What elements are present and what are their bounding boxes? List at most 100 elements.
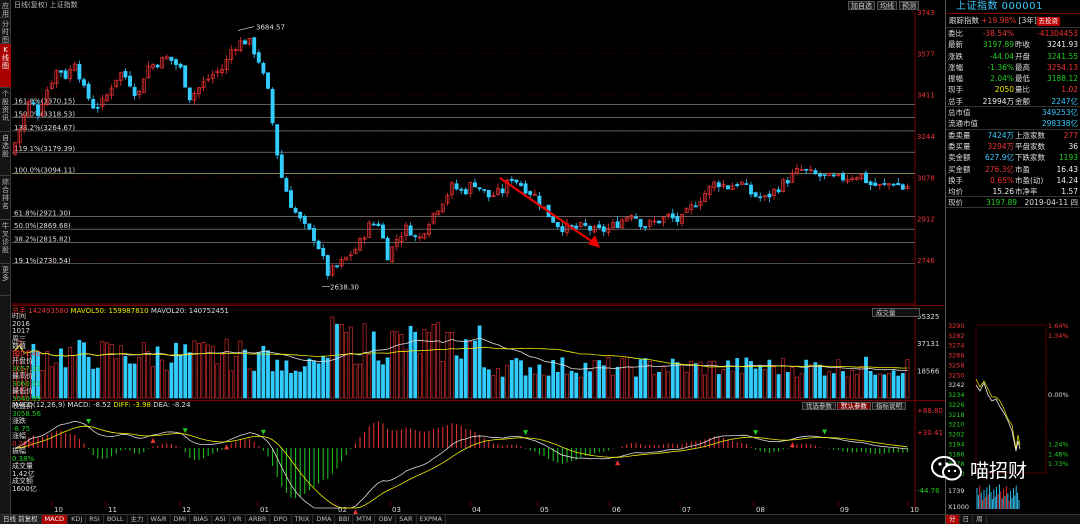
mini-left-label: 3242: [948, 381, 965, 389]
candle-body: [486, 189, 491, 198]
indicator-tab-sar[interactable]: SAR: [396, 515, 417, 524]
quote-value: 1193: [1058, 153, 1078, 163]
indicator-tab-rsi[interactable]: RSI: [86, 515, 104, 524]
indicator-tab-dmi[interactable]: DMI: [171, 515, 191, 524]
candle-body: [827, 172, 832, 177]
fib-label: 119.1%(3179.39): [14, 145, 75, 153]
candle-body: [394, 239, 399, 247]
volume-bar: [790, 366, 795, 399]
volume-bar: [390, 330, 395, 399]
sidebar-tab-5[interactable]: 综合排名: [0, 176, 11, 220]
forecast-button[interactable]: 预测: [899, 1, 919, 10]
candle-body: [321, 248, 326, 257]
volume-bar: [597, 360, 602, 399]
candle-body: [22, 114, 27, 130]
candle-body: [643, 226, 648, 229]
candle-body: [836, 174, 841, 176]
volume-indicator-select[interactable]: 成交量: [872, 308, 920, 317]
macd-header: MACD(12,26,9) MACD: -8.52 DIFF: -3.98 DE…: [12, 400, 945, 410]
sidebar-tab-3[interactable]: 个股资讯: [0, 88, 11, 132]
sidebar-tab-7[interactable]: 更多: [0, 264, 11, 296]
indicator-tab-vr[interactable]: VR: [230, 515, 246, 524]
volume-bar: [95, 367, 100, 399]
default-params-button[interactable]: 默认参数: [837, 402, 871, 410]
volume-bar: [427, 332, 431, 399]
indicator-tab-bbi[interactable]: BBI: [335, 515, 354, 524]
optimal-params-button[interactable]: 优选参数: [802, 402, 836, 410]
arrow-shaft: [499, 177, 595, 244]
volume-bar: [739, 372, 744, 399]
volume-bar: [289, 372, 293, 399]
indicator-tab-arbr[interactable]: ARBR: [246, 515, 271, 524]
indicator-tab-expma[interactable]: EXPMA: [417, 515, 447, 524]
quote-label: 委卖量: [948, 130, 971, 140]
indicator-help-button[interactable]: 指标说明: [872, 402, 906, 410]
volume-bar: [519, 360, 523, 399]
volume-bar: [528, 367, 533, 399]
indicator-tab--[interactable]: 日线 前复权: [0, 515, 42, 524]
candle-body: [698, 201, 703, 206]
volume-bar: [422, 329, 427, 399]
quote-label: 昨收: [1015, 40, 1030, 50]
volume-total: 总手 142493580: [12, 307, 69, 315]
indicator-tab-dpo[interactable]: DPO: [270, 515, 292, 524]
volume-bar: [261, 345, 266, 399]
sidebar-tab-0[interactable]: 应用: [0, 2, 11, 18]
indicator-tab-asi[interactable]: ASI: [212, 515, 230, 524]
indicator-tab-bias[interactable]: BIAS: [190, 515, 213, 524]
candle-body: [31, 102, 36, 105]
quote-label: 现手: [948, 85, 963, 95]
ma-button[interactable]: 均线: [877, 1, 897, 10]
indicator-tab-obv[interactable]: OBV: [375, 515, 397, 524]
volume-bar: [91, 368, 96, 399]
volume-bar: [344, 331, 349, 399]
indicator-tab-trix[interactable]: TRIX: [292, 515, 314, 524]
candle-body: [422, 233, 427, 239]
indicator-tab-macd[interactable]: MACD: [41, 515, 69, 524]
intraday-tab-0[interactable]: 分: [946, 515, 960, 524]
indicator-tab-kdj[interactable]: KDJ: [68, 515, 87, 524]
volume-bar: [689, 360, 694, 399]
sidebar-tab-4[interactable]: 自选股: [0, 132, 11, 176]
volume-bar: [45, 351, 50, 399]
intraday-header: 现价 3197.89 2019-04-11 四: [946, 197, 1080, 209]
volume-bar: [882, 374, 887, 399]
volume-bar: [436, 322, 441, 399]
quote-row: 换手 0.65% 市盈(动) 14.24: [946, 175, 1080, 186]
track-index-row: 跟踪指数 +19.98% [3年] 去投资: [946, 14, 1080, 28]
intraday-tab-2[interactable]: 周: [973, 515, 987, 524]
volume-bar: [569, 370, 574, 399]
candle-body: [459, 188, 464, 191]
quote-value: 14.24: [1056, 175, 1078, 185]
chart-area[interactable]: 日线(复权) 上证指数 加自选 均线 预测 3743 3577 3411 3244 30…: [12, 0, 945, 514]
month-label: 09: [840, 506, 849, 514]
indicator-tab-boll[interactable]: BOLL: [104, 515, 128, 524]
sidebar-tab-6[interactable]: 牛叉诊股: [0, 220, 11, 264]
candle-body: [178, 63, 183, 68]
volume-bar: [781, 358, 786, 399]
volume-bar: [63, 367, 68, 399]
quote-value: 2.04%: [990, 74, 1014, 84]
volume-bar: [123, 356, 128, 399]
sidebar-tab-2[interactable]: K线图: [0, 44, 11, 88]
volume-bars: [13, 316, 910, 399]
volume-bar: [643, 358, 648, 399]
add-favorite-button[interactable]: 加自选: [848, 1, 875, 10]
volume-bar: [256, 352, 261, 399]
intraday-tab-1[interactable]: 日: [960, 515, 973, 524]
death-cross-marker: [260, 429, 266, 435]
indicator-tab-dma[interactable]: DMA: [313, 515, 336, 524]
volume-bar: [762, 369, 767, 399]
kline-svg[interactable]: 3743 3577 3411 3244 3078 2912 2746 161.8%(3370.…: [12, 0, 945, 514]
indicator-tab-mtm[interactable]: MTM: [353, 515, 376, 524]
mini-price-value: 3197.89: [986, 198, 1018, 208]
indicator-tab-w-r[interactable]: W&R: [148, 515, 171, 524]
sidebar-tab-1[interactable]: 分时图: [0, 20, 11, 44]
volume-bar: [509, 360, 514, 399]
candle-body: [252, 37, 257, 55]
volume-bar: [500, 376, 505, 399]
invest-button[interactable]: 去投资: [1036, 17, 1060, 26]
indicator-tab--[interactable]: 主力: [128, 515, 148, 524]
track-period: [3年]: [1018, 16, 1037, 25]
